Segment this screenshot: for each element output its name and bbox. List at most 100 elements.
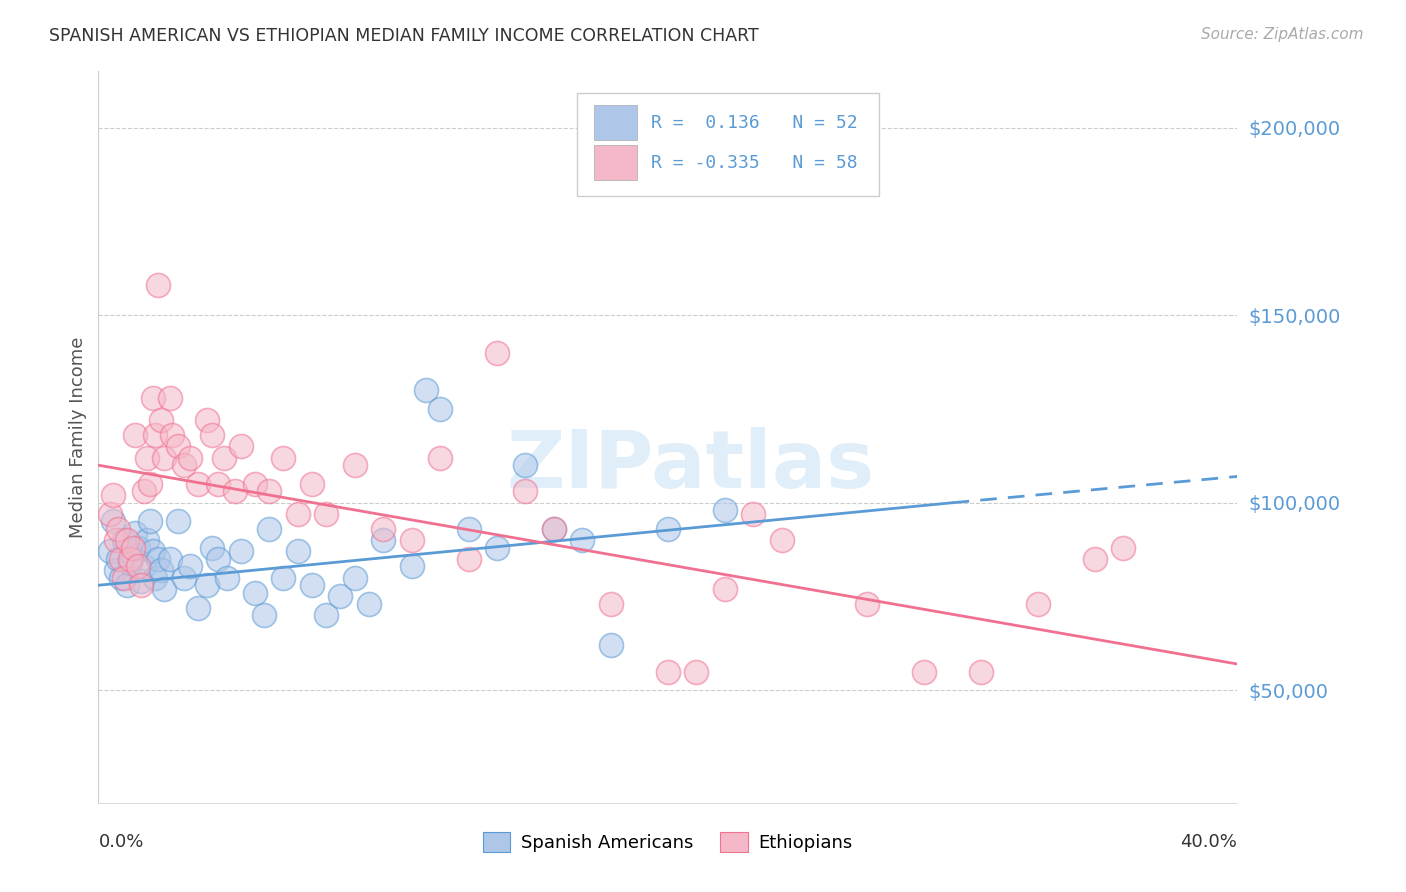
Point [373,522,395,536]
Point [201,428,224,442]
Point [124,525,146,540]
Point [315,507,337,521]
Point [138,477,160,491]
Point [115,533,138,548]
Point [415,383,437,397]
Point [129,578,152,592]
Point [148,552,170,566]
Point [121,548,143,562]
Point [112,571,135,585]
Point [159,391,181,405]
Point [173,571,195,585]
Point [457,522,479,536]
Point [115,578,138,592]
Point [457,552,479,566]
Point [343,458,366,473]
Point [287,507,309,521]
Text: SPANISH AMERICAN VS ETHIOPIAN MEDIAN FAMILY INCOME CORRELATION CHART: SPANISH AMERICAN VS ETHIOPIAN MEDIAN FAM… [49,27,759,45]
Point [135,533,157,548]
Point [150,413,173,427]
Point [259,484,281,499]
Point [1084,552,1107,566]
Point [357,597,380,611]
Point [145,428,167,442]
Point [167,515,190,529]
Point [148,278,170,293]
Point [132,484,155,499]
Point [187,600,209,615]
Point [212,450,235,465]
Text: Source: ZipAtlas.com: Source: ZipAtlas.com [1201,27,1364,42]
Point [101,488,124,502]
Point [215,571,238,585]
Point [273,450,295,465]
Point [329,590,352,604]
Point [110,552,132,566]
Point [104,563,127,577]
Point [129,574,152,589]
Point [138,515,160,529]
Point [118,556,141,570]
Point [195,413,218,427]
Point [515,484,537,499]
Point [207,477,229,491]
Point [343,571,366,585]
Point [201,541,224,555]
Point [145,571,167,585]
Point [657,522,679,536]
Text: R = -0.335   N = 58: R = -0.335 N = 58 [651,153,858,172]
Point [195,578,218,592]
Text: ZIPatlas: ZIPatlas [506,427,875,506]
Point [770,533,793,548]
Point [124,428,146,442]
Point [162,428,184,442]
Point [104,533,127,548]
Point [429,401,451,416]
Point [159,552,181,566]
Point [153,582,176,596]
Point [98,507,121,521]
Point [229,440,252,454]
Point [132,559,155,574]
Point [243,477,266,491]
Point [486,345,509,359]
Point [543,522,565,536]
FancyBboxPatch shape [576,94,879,195]
Point [1026,597,1049,611]
Point [179,450,201,465]
Point [127,541,149,555]
Point [742,507,765,521]
Point [141,544,163,558]
Point [714,503,737,517]
Point [301,578,323,592]
Point [287,544,309,558]
Point [187,477,209,491]
FancyBboxPatch shape [593,105,637,140]
Point [107,522,129,536]
Point [714,582,737,596]
Point [301,477,323,491]
Text: 0.0%: 0.0% [98,833,143,851]
Point [1112,541,1135,555]
Point [401,559,423,574]
Point [150,563,173,577]
Point [657,665,679,679]
Point [118,552,141,566]
Point [912,665,935,679]
Point [685,665,707,679]
Point [127,559,149,574]
Point [486,541,509,555]
Point [401,533,423,548]
Point [229,544,252,558]
Point [112,533,135,548]
Point [179,559,201,574]
Point [98,544,121,558]
Point [429,450,451,465]
FancyBboxPatch shape [593,145,637,180]
Point [207,552,229,566]
Point [167,440,190,454]
Point [135,450,157,465]
Point [373,533,395,548]
Y-axis label: Median Family Income: Median Family Income [69,336,87,538]
Point [101,515,124,529]
